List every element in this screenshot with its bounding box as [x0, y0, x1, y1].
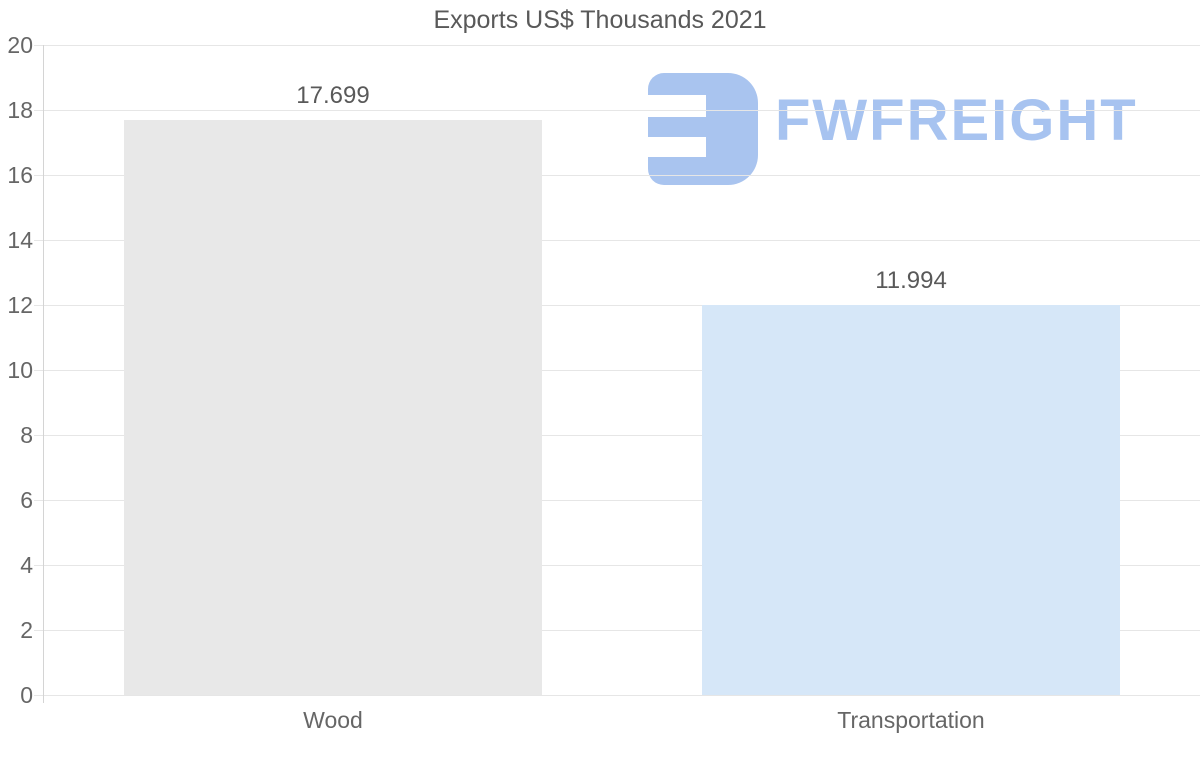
- gridline: [34, 174, 1200, 176]
- bar-wood: [124, 119, 542, 695]
- gridline: [34, 499, 1200, 501]
- y-axis-tick-label: 0: [20, 682, 33, 708]
- logo-notch: [648, 95, 706, 117]
- y-axis-tick-label: 20: [7, 32, 33, 58]
- fwfreight-logo-icon: [648, 73, 758, 185]
- y-axis-tick-label: 12: [7, 292, 33, 318]
- y-axis-tick-label: 18: [7, 97, 33, 123]
- chart-title: Exports US$ Thousands 2021: [433, 6, 767, 34]
- y-axis-tick-label: 8: [20, 422, 33, 448]
- gridline: [34, 694, 1200, 696]
- gridline: [34, 109, 1200, 111]
- y-axis-line: [43, 45, 44, 703]
- y-axis-tick-label: 4: [20, 552, 33, 578]
- y-axis-tick-label: 16: [7, 162, 33, 188]
- bar-transportation: [702, 305, 1120, 695]
- gridline: [34, 44, 1200, 46]
- gridline: [34, 239, 1200, 241]
- y-axis-tick-label: 10: [7, 357, 33, 383]
- logo-notch: [648, 137, 706, 157]
- gridline: [34, 629, 1200, 631]
- y-axis-tick-label: 14: [7, 227, 33, 253]
- gridline: [34, 369, 1200, 371]
- gridline: [34, 564, 1200, 566]
- bar-value-label: 11.994: [875, 267, 947, 295]
- gridline: [34, 304, 1200, 306]
- x-axis-category-label: Transportation: [837, 707, 985, 733]
- x-axis-category-label: Wood: [303, 707, 363, 733]
- brand-name: FWFREIGHT: [775, 88, 1138, 153]
- bar-value-label: 17.699: [296, 81, 370, 109]
- y-axis-tick-label: 6: [20, 487, 33, 513]
- y-axis-tick-label: 2: [20, 617, 33, 643]
- gridline: [34, 434, 1200, 436]
